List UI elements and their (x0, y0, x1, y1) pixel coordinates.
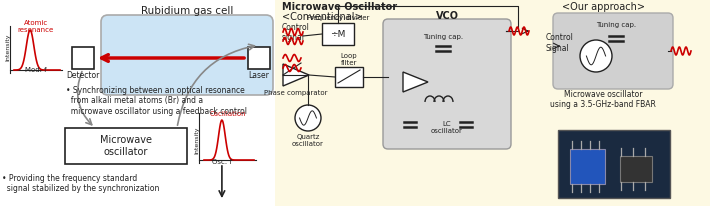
Text: Tuning cap.: Tuning cap. (423, 34, 463, 40)
Text: Phase comparator: Phase comparator (264, 90, 328, 96)
Text: Control
signal: Control signal (282, 23, 310, 42)
Text: VCO: VCO (435, 11, 459, 21)
Text: Frequency divider: Frequency divider (307, 15, 369, 21)
Polygon shape (283, 64, 309, 86)
Polygon shape (403, 72, 428, 92)
Text: Microwave Oscillator: Microwave Oscillator (282, 2, 397, 12)
Text: Loop
filter: Loop filter (341, 53, 357, 66)
Text: Microwave
oscillator: Microwave oscillator (100, 135, 152, 157)
Text: Atomic
resonance: Atomic resonance (18, 20, 54, 33)
Text: • Synchronizing between an optical resonance
  from alkali metal atoms (Br) and : • Synchronizing between an optical reson… (66, 86, 247, 116)
Bar (0, 0, 275, 206)
Bar (72, 47, 94, 69)
Text: Rubidium gas cell: Rubidium gas cell (141, 6, 233, 16)
Bar (275, 0, 710, 206)
Text: Laser: Laser (248, 71, 269, 80)
Text: Mod. f: Mod. f (25, 67, 47, 73)
Text: Intensity: Intensity (195, 127, 200, 154)
Text: <Our approach>: <Our approach> (562, 2, 645, 12)
Text: ÷M: ÷M (330, 29, 346, 39)
Bar (335, 67, 363, 87)
Text: Intensity: Intensity (6, 33, 11, 61)
FancyBboxPatch shape (383, 19, 511, 149)
Bar (248, 47, 270, 69)
Text: Oscillation: Oscillation (209, 111, 246, 117)
Circle shape (295, 105, 321, 131)
Text: Detector: Detector (66, 71, 99, 80)
Bar (65, 128, 187, 164)
Text: Osc. f: Osc. f (212, 159, 232, 165)
Bar (620, 156, 652, 182)
Text: Tuning cap.: Tuning cap. (596, 22, 636, 28)
Text: <Conventional>: <Conventional> (282, 12, 363, 22)
FancyBboxPatch shape (553, 13, 673, 89)
Text: Microwave oscillator
using a 3.5-GHz-band FBAR: Microwave oscillator using a 3.5-GHz-ban… (550, 90, 656, 109)
Text: • Providing the frequency standard
  signal stabilized by the synchronization: • Providing the frequency standard signa… (2, 174, 159, 193)
Text: LC
oscillator: LC oscillator (431, 121, 463, 134)
Bar (570, 149, 605, 184)
FancyBboxPatch shape (101, 15, 273, 95)
Circle shape (580, 40, 612, 72)
Bar (322, 23, 354, 45)
Text: Quartz
oscillator: Quartz oscillator (292, 134, 324, 147)
Text: Control
Signal: Control Signal (546, 33, 574, 53)
Bar (558, 130, 670, 198)
